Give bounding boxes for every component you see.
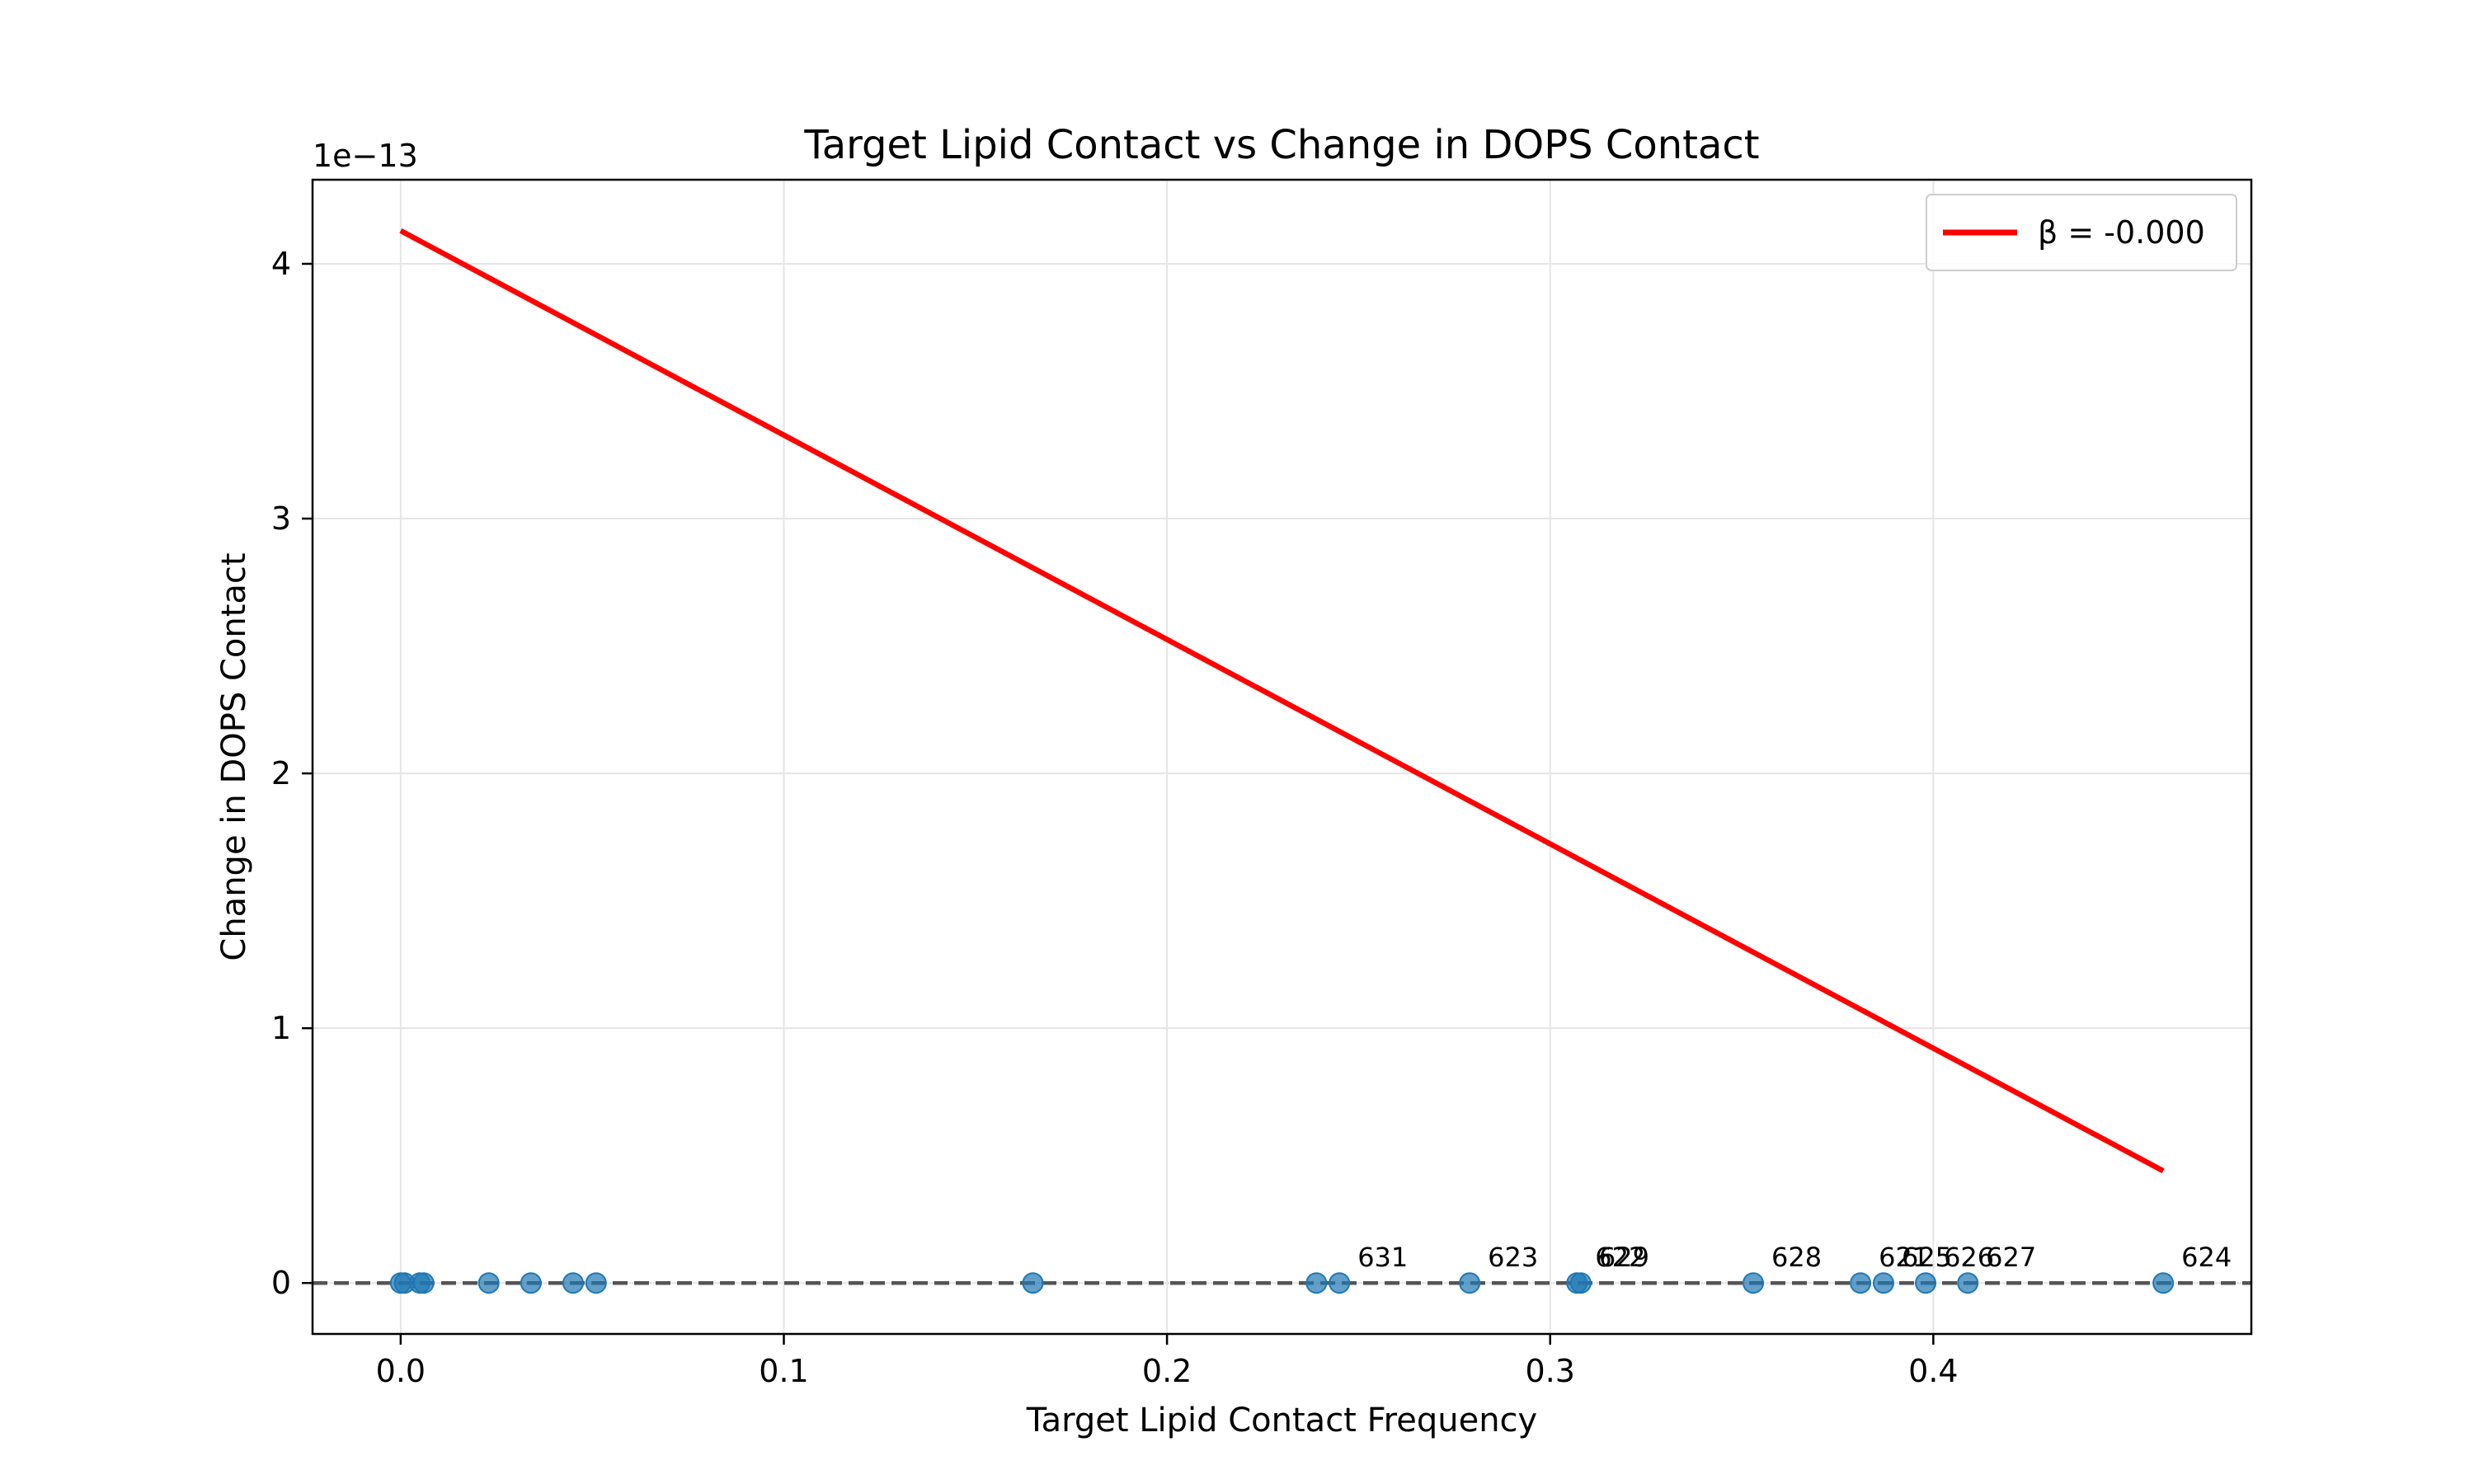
y-axis-ticks: 0 1 2 3 4 xyxy=(271,246,313,1301)
legend: β = -0.000 xyxy=(1926,194,2237,271)
annotation-label-5: 621 xyxy=(1879,1242,1929,1273)
data-point-16 xyxy=(1872,1272,1894,1294)
y-tick-label-4: 4 xyxy=(271,246,291,282)
y-tick-label-3: 3 xyxy=(271,500,291,537)
data-point-6 xyxy=(562,1272,584,1294)
data-points xyxy=(389,1272,2175,1294)
y-tick-label-1: 1 xyxy=(271,1010,291,1046)
annotation-label-0: 631 xyxy=(1357,1242,1408,1273)
data-point-8 xyxy=(1022,1272,1044,1294)
data-point-4 xyxy=(477,1272,500,1294)
y-offset-text: 1e−13 xyxy=(313,138,418,174)
annotation-label-1: 623 xyxy=(1488,1242,1538,1273)
x-tick-label-1: 0.1 xyxy=(759,1353,808,1389)
x-axis-label: Target Lipid Contact Frequency xyxy=(1026,1402,1537,1439)
x-tick-label-3: 0.3 xyxy=(1526,1353,1575,1389)
data-point-14 xyxy=(1742,1272,1764,1294)
legend-box xyxy=(1926,194,2237,271)
annotation-label-4: 628 xyxy=(1771,1242,1822,1273)
x-axis-ticks: 0.0 0.1 0.2 0.3 0.4 xyxy=(376,1334,1959,1389)
data-point-18 xyxy=(1957,1272,1979,1294)
data-point-15 xyxy=(1850,1272,1872,1294)
data-point-3 xyxy=(412,1272,435,1294)
chart-title: Target Lipid Contact vs Change in DOPS C… xyxy=(803,122,1759,168)
y-tick-label-2: 2 xyxy=(271,755,291,791)
annotation-label-7: 626 xyxy=(1944,1242,1994,1273)
legend-label-fit-line: β = -0.000 xyxy=(2038,214,2205,251)
data-point-19 xyxy=(2152,1272,2175,1294)
annotation-label-3: 629 xyxy=(1599,1242,1649,1273)
data-point-5 xyxy=(520,1272,542,1294)
data-point-9 xyxy=(1305,1272,1328,1294)
annotation-label-9: 624 xyxy=(2181,1242,2232,1273)
data-point-7 xyxy=(585,1272,607,1294)
annotation-label-6: 625 xyxy=(1902,1242,1952,1273)
x-tick-label-4: 0.4 xyxy=(1908,1353,1958,1389)
data-point-13 xyxy=(1569,1272,1592,1294)
x-tick-label-0: 0.0 xyxy=(376,1353,426,1389)
data-point-10 xyxy=(1329,1272,1351,1294)
annotation-label-8: 627 xyxy=(1986,1242,2036,1273)
y-axis-label: Change in DOPS Contact xyxy=(215,552,253,960)
fit-line xyxy=(399,228,2165,1174)
fit-line-segment xyxy=(399,228,2165,1174)
data-point-17 xyxy=(1915,1272,1937,1294)
x-tick-label-2: 0.2 xyxy=(1142,1353,1192,1389)
y-tick-label-0: 0 xyxy=(271,1265,291,1301)
data-point-11 xyxy=(1459,1272,1481,1294)
annotation-label-2: 622 xyxy=(1595,1242,1645,1273)
plot-frame xyxy=(311,178,2253,1336)
